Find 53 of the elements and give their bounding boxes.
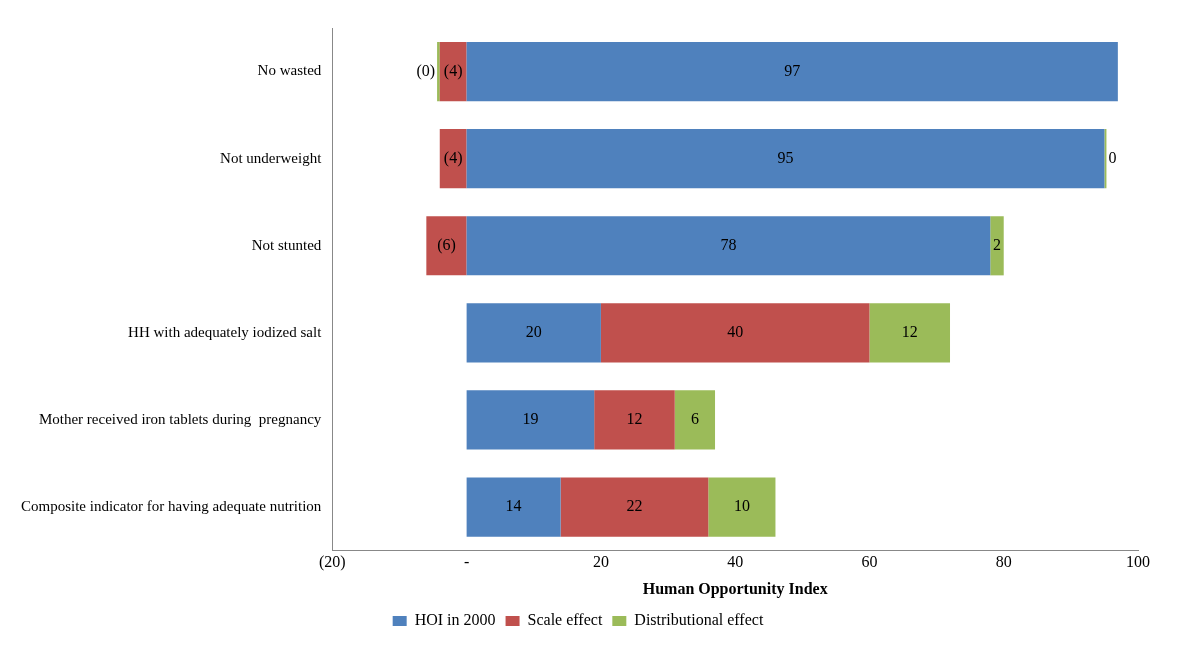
legend-label: HOI in 2000 [414,611,496,629]
bar [466,129,1105,189]
y-tick-label: Mother received iron tablets during pregnancy [38,410,322,427]
bar [869,303,951,363]
x-tick-label: 60 [861,553,878,571]
bar [466,216,991,276]
bar [466,477,561,537]
data-label: (4) [443,148,463,167]
legend-label: Scale effect [527,611,603,629]
legend-label: Distributional effect [634,611,764,629]
bar [439,41,467,102]
bar [560,477,709,537]
data-label: 78 [720,235,737,253]
data-label: 0 [1108,148,1117,166]
data-label: 40 [727,323,744,341]
x-tick-label: 80 [995,553,1012,571]
data-label: 14 [505,497,522,515]
y-tick-label: Not underweight [220,149,323,166]
data-label: 20 [525,323,542,341]
x-tick-label: 40 [727,553,744,571]
bar [990,216,1004,276]
data-label: (4) [443,61,463,80]
data-label: 12 [626,410,643,428]
x-axis-title: Human Opportunity Index [642,579,828,598]
data-label: 97 [784,61,801,79]
bar [600,303,870,363]
y-tick-label: HH with adequately iodized salt [128,323,323,340]
y-tick-label: Not stunted [251,236,322,253]
data-label: 12 [901,323,918,341]
x-tick-label: 20 [592,553,609,571]
data-label: 95 [777,148,794,166]
bar [437,41,440,102]
bar [426,216,467,276]
data-label: 2 [993,235,1002,253]
data-label: 6 [690,410,699,428]
bar [439,129,467,189]
data-label: (0) [416,61,436,80]
x-tick-label: 100 [1126,553,1150,571]
bar [466,41,1118,102]
y-tick-label: Composite indicator for having adequate nutrition [20,497,322,514]
bar [594,390,675,450]
data-label: 10 [733,497,750,515]
y-tick-label: No wasted [257,62,322,79]
bar [708,477,776,537]
x-tick-label: (20) [319,553,346,572]
data-label: (6) [437,235,456,254]
bar [1104,129,1107,189]
bar [466,303,601,363]
data-label: 19 [522,410,539,428]
x-tick-label: - [463,553,470,571]
data-label: 22 [626,497,643,515]
bar [466,390,595,450]
bar [674,390,716,450]
